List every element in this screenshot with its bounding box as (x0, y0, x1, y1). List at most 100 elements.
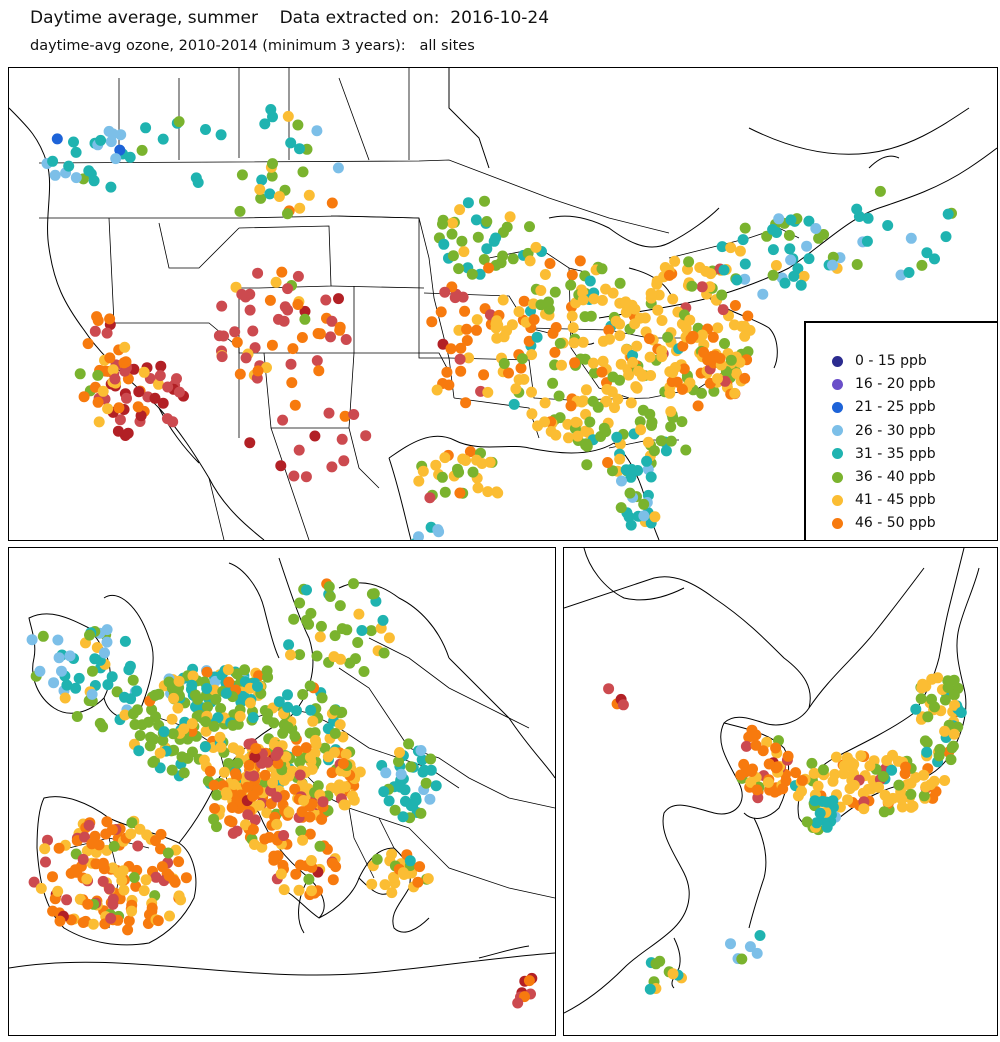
site-marker (187, 670, 199, 682)
site-marker (136, 144, 148, 156)
site-marker (121, 392, 132, 404)
site-marker (684, 314, 696, 326)
site-marker (430, 780, 442, 792)
site-marker (739, 320, 750, 332)
site-marker (531, 331, 543, 343)
legend-swatch (832, 401, 843, 413)
site-marker (152, 915, 164, 927)
site-marker (312, 328, 324, 339)
site-marker (644, 983, 656, 995)
site-marker (293, 884, 305, 896)
site-marker (278, 884, 290, 896)
site-marker (163, 676, 175, 688)
site-marker (59, 692, 71, 704)
site-marker (147, 756, 159, 768)
site-marker (294, 597, 306, 609)
site-marker (226, 802, 238, 813)
site-marker (728, 319, 740, 331)
site-marker (436, 471, 448, 483)
site-marker (736, 953, 748, 965)
site-marker (130, 880, 142, 892)
site-marker (398, 869, 410, 880)
site-marker (273, 191, 285, 202)
site-marker (354, 766, 366, 778)
site-marker (614, 277, 626, 289)
site-marker (227, 719, 239, 731)
site-marker (838, 768, 850, 780)
site-marker (646, 416, 658, 428)
site-marker (435, 306, 447, 318)
site-marker (247, 824, 259, 835)
site-marker (218, 766, 230, 778)
legend-swatch (832, 471, 843, 483)
site-marker (101, 624, 113, 636)
site-marker (336, 623, 348, 635)
site-marker (472, 231, 484, 243)
site-marker (148, 733, 160, 745)
site-marker (265, 104, 277, 115)
legend-label: 51 - 55 ppb (855, 539, 936, 540)
site-marker (483, 262, 495, 274)
site-marker (415, 745, 427, 756)
site-marker (796, 785, 807, 797)
site-marker (516, 353, 528, 365)
site-marker (556, 359, 567, 371)
site-marker (939, 775, 951, 786)
site-marker (247, 712, 259, 723)
site-marker (213, 330, 225, 342)
site-marker (535, 299, 547, 311)
site-marker (426, 316, 438, 328)
site-marker (358, 666, 370, 677)
legend-label: 0 - 15 ppb (855, 353, 927, 369)
site-marker (624, 487, 636, 499)
site-marker (790, 767, 802, 779)
site-marker (78, 391, 90, 403)
site-marker (874, 185, 886, 197)
site-marker (455, 365, 467, 377)
site-marker (667, 968, 679, 980)
site-marker (326, 461, 338, 473)
site-marker (458, 246, 470, 258)
site-marker (878, 806, 890, 818)
site-marker (54, 915, 66, 927)
site-marker (125, 828, 137, 840)
site-marker (498, 358, 510, 369)
site-marker (830, 751, 842, 763)
site-marker (282, 701, 294, 713)
site-marker (53, 652, 65, 664)
site-marker (862, 783, 874, 795)
site-marker (877, 771, 889, 782)
site-marker (642, 436, 654, 448)
site-marker (702, 354, 714, 366)
site-marker (202, 701, 213, 713)
site-marker (215, 703, 227, 714)
site-marker (320, 294, 332, 306)
legend-item: 21 - 25 ppb (832, 397, 936, 417)
site-marker (228, 779, 240, 790)
site-marker (70, 682, 82, 694)
site-marker (620, 306, 632, 318)
site-marker (215, 741, 227, 753)
site-marker (323, 407, 335, 419)
site-marker (470, 214, 482, 226)
site-marker (821, 821, 833, 833)
site-marker (861, 235, 873, 247)
legend-label: 26 - 30 ppb (855, 422, 936, 439)
site-marker (405, 761, 417, 773)
site-marker (506, 319, 518, 331)
site-marker (83, 165, 95, 177)
site-marker (629, 318, 641, 330)
site-marker (577, 294, 589, 306)
site-marker (684, 377, 696, 389)
site-marker (446, 228, 458, 240)
site-marker (665, 435, 677, 447)
site-marker (123, 664, 135, 676)
site-marker (574, 255, 586, 267)
site-marker (118, 884, 130, 896)
site-marker (814, 807, 826, 819)
site-marker (200, 725, 212, 737)
site-marker (149, 392, 161, 404)
site-marker (507, 253, 519, 265)
site-marker (366, 878, 378, 890)
site-marker (297, 166, 309, 178)
